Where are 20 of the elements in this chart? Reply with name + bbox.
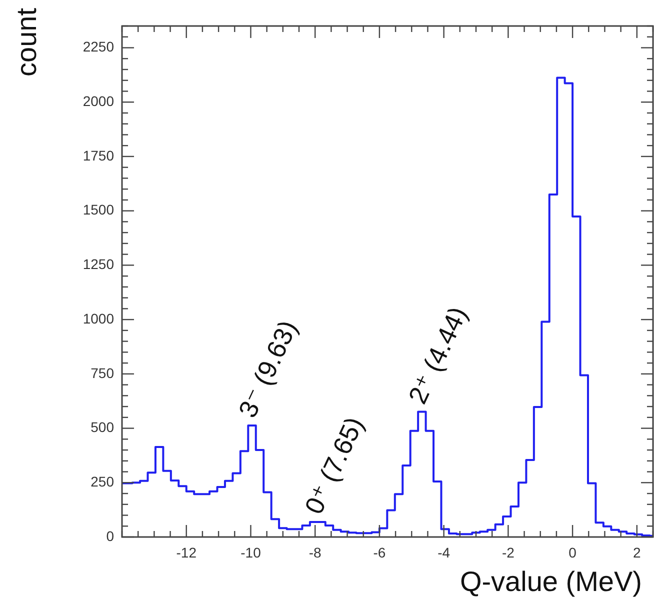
x-tick-label: -4 (438, 544, 450, 560)
x-axis-title: Q-value (MeV) (460, 566, 642, 597)
y-tick-label: 2000 (82, 92, 114, 109)
y-tick-label: 1750 (82, 147, 114, 164)
y-tick-label: 2250 (82, 38, 114, 55)
x-tick-label: -2 (502, 544, 515, 560)
y-tick-label: 1500 (82, 202, 114, 218)
y-tick-label: 750 (90, 364, 114, 381)
x-tick-label: -10 (240, 544, 262, 560)
y-tick-label: 1000 (82, 310, 114, 326)
x-tick-label: 2 (633, 544, 642, 560)
x-tick-label: -8 (308, 544, 322, 560)
y-tick-label: 1250 (82, 256, 114, 272)
y-tick-label: 0 (106, 528, 114, 544)
x-tick-label: 0 (568, 544, 577, 560)
x-tick-label: -12 (176, 544, 197, 560)
y-tick-label: 500 (90, 419, 114, 436)
y-tick-label: 250 (90, 474, 114, 490)
x-tick-label: -6 (373, 544, 386, 560)
y-axis-title: count (11, 8, 42, 76)
